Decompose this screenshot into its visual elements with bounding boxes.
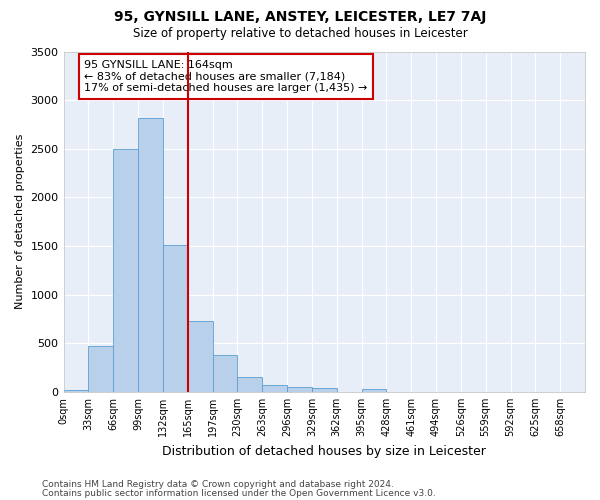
Bar	[64, 390, 88, 392]
Text: 95 GYNSILL LANE: 164sqm
← 83% of detached houses are smaller (7,184)
17% of semi: 95 GYNSILL LANE: 164sqm ← 83% of detache…	[85, 60, 368, 93]
X-axis label: Distribution of detached houses by size in Leicester: Distribution of detached houses by size …	[163, 444, 486, 458]
Text: Size of property relative to detached houses in Leicester: Size of property relative to detached ho…	[133, 28, 467, 40]
Bar	[163, 245, 188, 392]
Bar	[188, 321, 212, 392]
Bar	[262, 384, 287, 392]
Bar	[88, 346, 113, 392]
Bar	[312, 388, 337, 392]
Text: Contains HM Land Registry data © Crown copyright and database right 2024.: Contains HM Land Registry data © Crown c…	[42, 480, 394, 489]
Text: Contains public sector information licensed under the Open Government Licence v3: Contains public sector information licen…	[42, 489, 436, 498]
Y-axis label: Number of detached properties: Number of detached properties	[15, 134, 25, 310]
Bar	[362, 389, 386, 392]
Bar	[287, 387, 312, 392]
Text: 95, GYNSILL LANE, ANSTEY, LEICESTER, LE7 7AJ: 95, GYNSILL LANE, ANSTEY, LEICESTER, LE7…	[114, 10, 486, 24]
Bar	[238, 377, 262, 392]
Bar	[212, 355, 238, 392]
Bar	[138, 118, 163, 392]
Bar	[113, 149, 138, 392]
